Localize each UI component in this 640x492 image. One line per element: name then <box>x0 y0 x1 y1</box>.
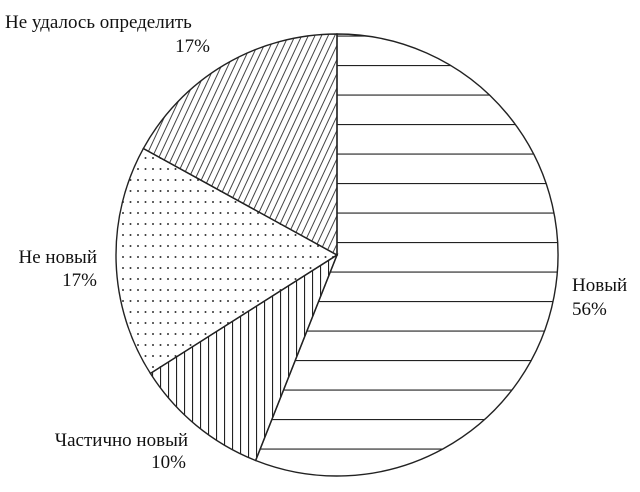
pie-slice-0 <box>254 33 559 477</box>
pie-slice-3 <box>142 33 338 257</box>
label-new-name: Новый <box>572 275 627 296</box>
label-unknown-value: 17% <box>175 36 210 57</box>
label-unknown-name: Не удалось определить <box>5 12 192 33</box>
label-partial-name: Частично новый <box>55 430 188 451</box>
label-notnew-value: 17% <box>62 270 97 291</box>
label-notnew-name: Не новый <box>19 247 97 268</box>
label-new-value: 56% <box>572 299 607 320</box>
pie-slice-2 <box>115 147 339 375</box>
label-partial-value: 10% <box>151 452 186 473</box>
pie-slice-1 <box>149 253 339 462</box>
